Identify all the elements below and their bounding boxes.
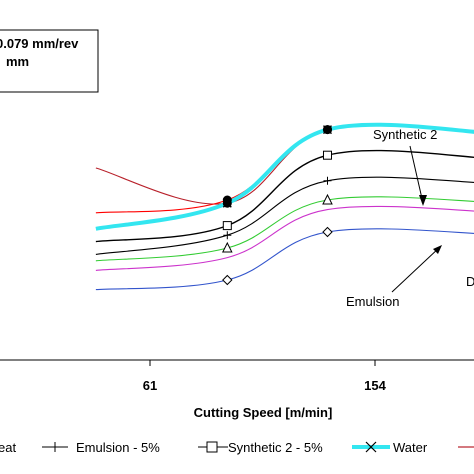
series-marker-1-2 [323, 176, 332, 185]
annotation-emulsion: Emulsion [346, 294, 399, 309]
annotation-emulsion-arrowhead [433, 245, 442, 254]
series-line-7 [95, 228, 474, 291]
parameter-box [0, 29, 99, 93]
series-marker-7-1 [222, 274, 233, 286]
series-marker-5-2 [322, 193, 333, 205]
legend-label-synthetic: Synthetic 2 - 5% [228, 440, 323, 455]
series-line-6 [95, 205, 474, 271]
annotation-synthetic-2-arrow [409, 145, 424, 204]
parameter-depth: mm [6, 54, 29, 69]
annotation-synthetic-2: Synthetic 2 [373, 127, 437, 142]
legend-label-water: Water [393, 440, 428, 455]
series-marker-1-1 [223, 231, 232, 240]
x-axis-title: Cutting Speed [m/min] [194, 405, 333, 420]
parameter-feed: 0.079 mm/rev [0, 36, 79, 51]
annotation-emulsion-arrow [391, 246, 441, 293]
x-tick-label-154: 154 [364, 378, 386, 393]
x-tick-label-61: 61 [143, 378, 157, 393]
series-line-3 [95, 122, 474, 231]
legend: eat Emulsion - 5% Synthetic 2 - 5% Water [0, 440, 474, 455]
annotation-synthetic-2-arrowhead [419, 195, 427, 206]
series-line-2 [95, 149, 474, 243]
series-marker-2-2 [322, 150, 332, 160]
legend-marker-synthetic [206, 441, 218, 453]
series-layer [95, 122, 474, 291]
series-marker-4-1 [222, 198, 232, 208]
series-line-5 [95, 196, 474, 262]
series-line-1 [95, 176, 474, 255]
legend-label-eat: eat [0, 440, 16, 455]
series-marker-2-1 [222, 221, 232, 231]
series-marker-4-2 [322, 125, 332, 135]
series-marker-5-1 [221, 241, 233, 253]
series-marker-7-2 [322, 226, 333, 238]
legend-marker-water-b [365, 441, 377, 453]
legend-label-emulsion: Emulsion - 5% [76, 440, 160, 455]
annotation-d: D [466, 274, 474, 289]
